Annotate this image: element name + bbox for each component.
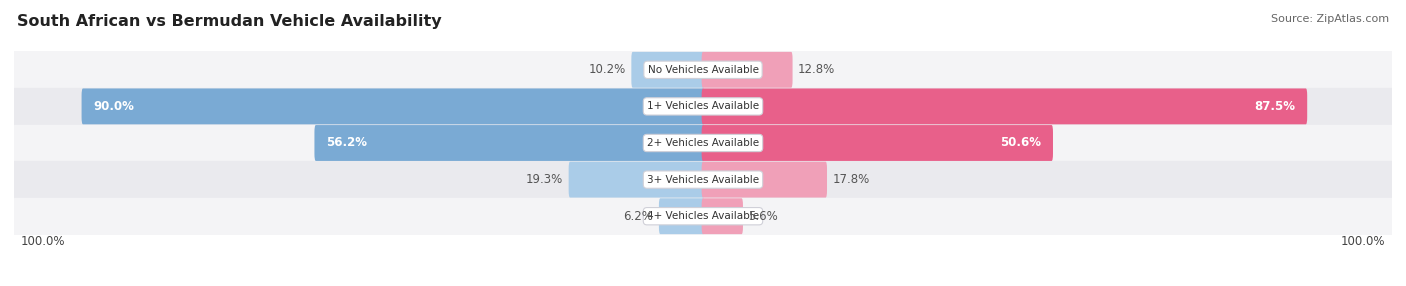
Text: 19.3%: 19.3%	[526, 173, 564, 186]
FancyBboxPatch shape	[702, 162, 827, 198]
Text: 10.2%: 10.2%	[589, 63, 626, 76]
Text: No Vehicles Available: No Vehicles Available	[648, 65, 758, 75]
Text: 87.5%: 87.5%	[1254, 100, 1295, 113]
Bar	[14, 198, 1392, 235]
FancyBboxPatch shape	[568, 162, 704, 198]
FancyBboxPatch shape	[659, 198, 704, 234]
FancyBboxPatch shape	[702, 88, 1308, 124]
Text: 50.6%: 50.6%	[1000, 136, 1042, 150]
Bar	[14, 125, 1392, 161]
Text: 6.2%: 6.2%	[623, 210, 654, 223]
Text: South African vs Bermudan Vehicle Availability: South African vs Bermudan Vehicle Availa…	[17, 14, 441, 29]
FancyBboxPatch shape	[631, 52, 704, 88]
Text: 17.8%: 17.8%	[832, 173, 870, 186]
Text: 100.0%: 100.0%	[21, 235, 66, 247]
Text: 56.2%: 56.2%	[326, 136, 367, 150]
Bar	[14, 88, 1392, 125]
Text: Source: ZipAtlas.com: Source: ZipAtlas.com	[1271, 14, 1389, 24]
Bar	[14, 161, 1392, 198]
Text: 3+ Vehicles Available: 3+ Vehicles Available	[647, 175, 759, 184]
FancyBboxPatch shape	[82, 88, 704, 124]
FancyBboxPatch shape	[702, 198, 742, 234]
Text: 5.6%: 5.6%	[748, 210, 778, 223]
FancyBboxPatch shape	[702, 125, 1053, 161]
Bar	[14, 51, 1392, 88]
Text: 100.0%: 100.0%	[1340, 235, 1385, 247]
Text: 12.8%: 12.8%	[799, 63, 835, 76]
Text: 4+ Vehicles Available: 4+ Vehicles Available	[647, 211, 759, 221]
FancyBboxPatch shape	[315, 125, 704, 161]
Text: 2+ Vehicles Available: 2+ Vehicles Available	[647, 138, 759, 148]
Text: 1+ Vehicles Available: 1+ Vehicles Available	[647, 102, 759, 111]
FancyBboxPatch shape	[702, 52, 793, 88]
Text: 90.0%: 90.0%	[93, 100, 134, 113]
